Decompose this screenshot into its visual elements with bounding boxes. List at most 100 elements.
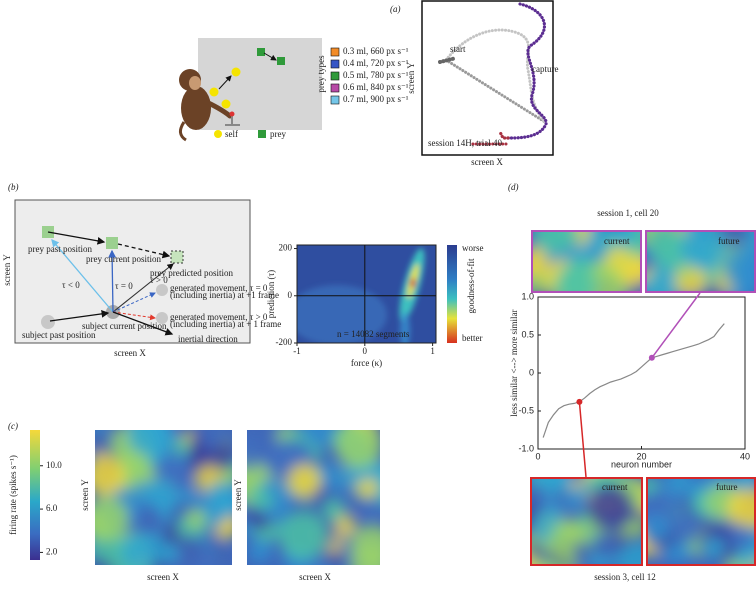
- x-tick-label: 40: [740, 451, 750, 461]
- heatmap-blob: [702, 536, 725, 560]
- x-tick-label: 0: [363, 346, 368, 356]
- heatmap-blob: [357, 477, 379, 499]
- x-tick-label: 0: [535, 451, 540, 461]
- axis-label: screen X: [471, 157, 503, 167]
- colorbar-label: worse: [462, 243, 484, 253]
- legend-swatch: [330, 59, 340, 69]
- heatmap-blob: [186, 508, 207, 529]
- heatmap-blob: [120, 531, 161, 565]
- legend-swatch: [330, 47, 340, 57]
- arrow: [112, 292, 156, 313]
- heatmap-blob: [204, 481, 232, 516]
- image-border: [530, 477, 643, 566]
- label: τ = 0: [115, 281, 133, 291]
- monkey-body: [181, 86, 211, 130]
- heatmap-blob: [248, 539, 272, 564]
- heatmap-blob: [553, 264, 597, 293]
- heatmap-blob: [172, 437, 190, 455]
- heatmap-blob: [586, 484, 634, 531]
- heatmap-blob: [95, 455, 126, 496]
- legend-label: 0.4 ml, 720 px s⁻¹: [343, 58, 409, 68]
- y-tick-label: 200: [279, 243, 293, 253]
- heatmap-blob: [350, 544, 380, 565]
- prey-predicted: [170, 250, 184, 264]
- arrow: [218, 75, 232, 90]
- arrow: [49, 310, 110, 322]
- colorbar-tick-label: 6.0: [46, 503, 58, 513]
- y-tick-label: -200: [276, 337, 293, 347]
- subtitle: session 3, cell 12: [594, 572, 656, 582]
- legend-label: 0.6 ml, 840 px s⁻¹: [343, 82, 409, 92]
- x-tick-label: 1: [430, 346, 435, 356]
- label: prey current position: [86, 254, 161, 264]
- heatmap-blob: [679, 230, 727, 271]
- plot-area: [537, 296, 746, 450]
- heatmap-blob: [664, 477, 694, 495]
- legend-label: prey: [270, 129, 286, 139]
- trajectory-box: [421, 0, 554, 156]
- label: prey past position: [28, 244, 92, 254]
- monkey-face: [189, 76, 201, 90]
- legend-title: prey types: [316, 55, 326, 93]
- caption: session 14H, trial 40: [428, 138, 502, 148]
- heatmap-blob: [199, 430, 224, 450]
- image-border: [646, 477, 756, 566]
- monkey-tail: [179, 121, 187, 142]
- heatmap-blob: [261, 476, 282, 497]
- panel-label: (c): [8, 421, 18, 431]
- y-axis-label: less similar <--> more similar: [509, 309, 519, 416]
- x-axis-label: force (κ): [351, 358, 382, 368]
- heatmap-blob: [669, 513, 702, 546]
- heatmap-blob: [95, 496, 129, 542]
- heatmap-blob: [530, 486, 542, 503]
- heatmap-blob: [530, 542, 542, 558]
- arrow: [112, 311, 174, 336]
- y-tick-label: 0: [529, 367, 534, 377]
- arrow: [263, 52, 277, 61]
- self-dot: [221, 99, 231, 109]
- panel-label: (b): [8, 182, 19, 192]
- y-tick-label: 0: [288, 290, 293, 300]
- heatmap-blob: [729, 524, 756, 551]
- axis-label: screen Y: [80, 479, 90, 511]
- heatmap-image: [531, 230, 642, 293]
- axis-label: screen Y: [406, 62, 416, 94]
- panel-label: (a): [390, 4, 401, 14]
- panel-label: (d): [508, 182, 519, 192]
- arrow: [47, 231, 106, 245]
- annotation: capture: [532, 64, 558, 74]
- x-tick-label: 20: [636, 451, 646, 461]
- axis-label: screen X: [147, 572, 179, 582]
- y-tick-label: 0.5: [521, 329, 534, 339]
- colorbar: [447, 245, 457, 343]
- label: generated movement, τ = 0: [170, 283, 268, 293]
- axis-label: screen X: [114, 348, 146, 358]
- image-border: [645, 230, 756, 293]
- heatmap-field: [645, 230, 756, 293]
- legend-label: self: [225, 129, 238, 139]
- heatmap-blob: [320, 464, 349, 493]
- colorbar-tick-label: 2.0: [46, 546, 58, 556]
- label: (including inertia) at +1 frame: [170, 290, 279, 300]
- legend-swatch: [330, 71, 340, 81]
- colorbar-tick-label: 10.0: [46, 460, 62, 470]
- arrow: [108, 249, 117, 313]
- heatmap-blob: [260, 440, 290, 470]
- label: generated movement, τ > 0: [170, 312, 268, 322]
- label: (including inertia) at + 1 frame: [170, 319, 281, 329]
- heatmap-blob: [324, 551, 342, 565]
- heatmap-blob: [610, 230, 636, 247]
- heat-region: [410, 278, 416, 288]
- heatmap-image: [247, 430, 380, 565]
- y-axis-label: prediction (τ): [266, 270, 276, 318]
- heatmap-blob: [617, 540, 643, 566]
- heatmap-blob: [727, 486, 756, 530]
- x-tick-label: -1: [293, 346, 301, 356]
- heatmap-field: [247, 430, 380, 565]
- label: subject current position: [82, 321, 167, 331]
- heatmap-field: [646, 477, 756, 566]
- trajectory: [438, 56, 458, 64]
- prey-current: [106, 237, 118, 249]
- prey-square: [277, 57, 285, 65]
- heatmap-blob: [247, 451, 259, 472]
